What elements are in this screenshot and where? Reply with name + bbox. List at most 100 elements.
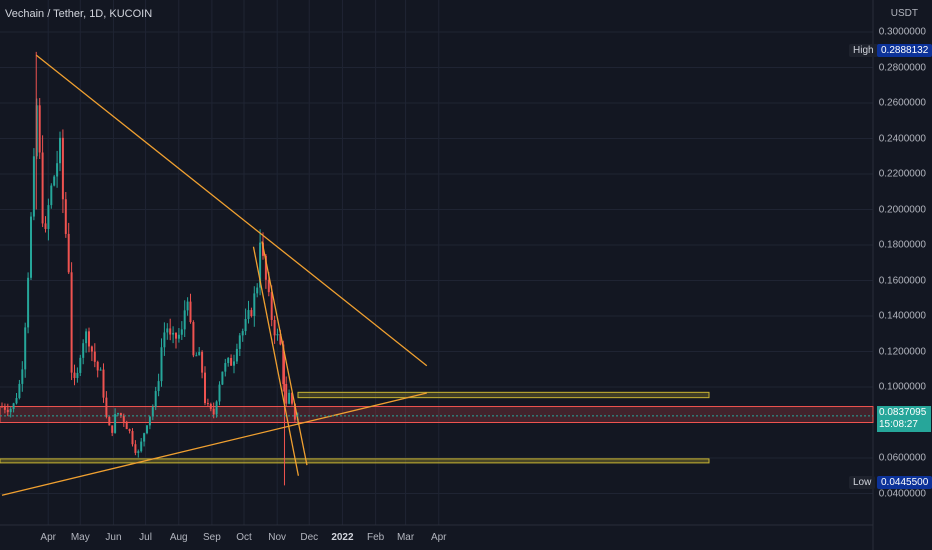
candle-body [122, 415, 125, 422]
y-tick-label: 0.0600000 [878, 452, 926, 464]
candle-body [76, 372, 79, 379]
candle-body [230, 358, 233, 366]
candle-body [18, 383, 21, 399]
bar-countdown: 15:08:27 [879, 419, 918, 430]
candle-body [90, 346, 93, 352]
candle-body [6, 409, 9, 413]
candle-body [186, 301, 189, 311]
candle-body [114, 413, 117, 433]
candle-body [9, 408, 12, 413]
y-tick-label: 0.1800000 [878, 239, 926, 251]
candle-body [125, 421, 128, 430]
candle-body [157, 381, 160, 392]
y-tick-label: 0.1600000 [878, 275, 926, 286]
support-zone-upper [297, 391, 710, 399]
candle-body [276, 334, 279, 336]
x-tick-label: Feb [366, 532, 385, 543]
channel-line-left [252, 246, 300, 476]
x-tick-label: Nov [268, 532, 287, 543]
candle-body [108, 416, 111, 426]
candle-body [93, 351, 96, 362]
candle-body [137, 451, 140, 453]
x-tick-label: Jul [139, 532, 152, 543]
candle-body [44, 223, 47, 229]
candle-body [204, 372, 206, 404]
low-value: 0.0445500 [877, 476, 932, 489]
candle-body [264, 255, 267, 280]
candle-body [154, 391, 157, 408]
x-tick-label: Mar [396, 532, 415, 543]
candle-body [21, 369, 24, 384]
ascending-trendline [1, 392, 427, 496]
candle-body [88, 331, 90, 347]
candle-body [117, 413, 119, 415]
candle-body [38, 105, 41, 153]
candle-body [212, 408, 215, 415]
y-tick-label: 0.2600000 [878, 97, 926, 109]
candle-body [27, 277, 30, 328]
candle-body [102, 369, 105, 398]
candle-body [105, 397, 108, 417]
candle-body [209, 403, 212, 409]
y-tick-label: 0.2400000 [878, 133, 926, 144]
candle-body [175, 332, 177, 339]
candle-body [134, 444, 137, 453]
candle-body [128, 429, 131, 432]
candle-body [50, 185, 53, 206]
candle-body [148, 416, 151, 426]
candle-body [227, 358, 230, 364]
candle-body [206, 403, 209, 405]
candle-body [180, 329, 183, 335]
candle-body [201, 351, 204, 373]
candle-body [30, 216, 32, 278]
candle-body [70, 272, 73, 373]
candle-body [233, 361, 235, 366]
candle-body [41, 152, 44, 224]
x-tick-label: May [70, 532, 90, 543]
candle-body [59, 137, 61, 164]
candle-body [53, 176, 56, 186]
candle-body [67, 233, 70, 273]
resistance-zone [0, 406, 874, 423]
candle-body [64, 199, 67, 234]
candle-body [250, 310, 253, 317]
candle-body [256, 287, 259, 294]
x-tick-label: Apr [40, 532, 56, 543]
candle-body [73, 372, 76, 379]
candle-body [1, 406, 3, 408]
candle-body [224, 363, 227, 372]
candle-body [270, 292, 273, 320]
candle-body [111, 425, 114, 433]
candle-body [160, 347, 163, 382]
candle-body [24, 327, 27, 370]
candle-body [183, 310, 186, 330]
candle-body [35, 105, 38, 157]
candle-body [79, 357, 82, 373]
candle-body [143, 433, 146, 442]
candle-body [189, 301, 192, 323]
candle-body [238, 335, 241, 349]
candle-body [288, 392, 291, 404]
candle-body [163, 332, 166, 348]
x-tick-label: 2022 [331, 532, 354, 543]
candle-body [166, 328, 169, 333]
y-tick-label: 0.0400000 [878, 488, 926, 499]
channel-line-right [261, 241, 308, 466]
candle-body [218, 384, 221, 402]
candle-body [56, 163, 59, 177]
candle-body [195, 355, 198, 357]
x-tick-label: Aug [169, 532, 188, 543]
candle-body [169, 328, 172, 335]
y-tick-label: 0.2000000 [878, 204, 926, 215]
candle-body [61, 137, 64, 200]
candle-body [172, 332, 175, 335]
candle-body [146, 425, 148, 434]
chart-title: Vechain / Tether, 1D, KUCOIN [5, 8, 153, 20]
candle-body [119, 413, 122, 416]
candle-body [140, 441, 143, 452]
candle-body [82, 343, 85, 358]
last-price: 0.0837095 [879, 407, 927, 418]
y-tick-label: 0.2800000 [878, 62, 926, 73]
y-tick-label: 0.1200000 [878, 346, 926, 357]
